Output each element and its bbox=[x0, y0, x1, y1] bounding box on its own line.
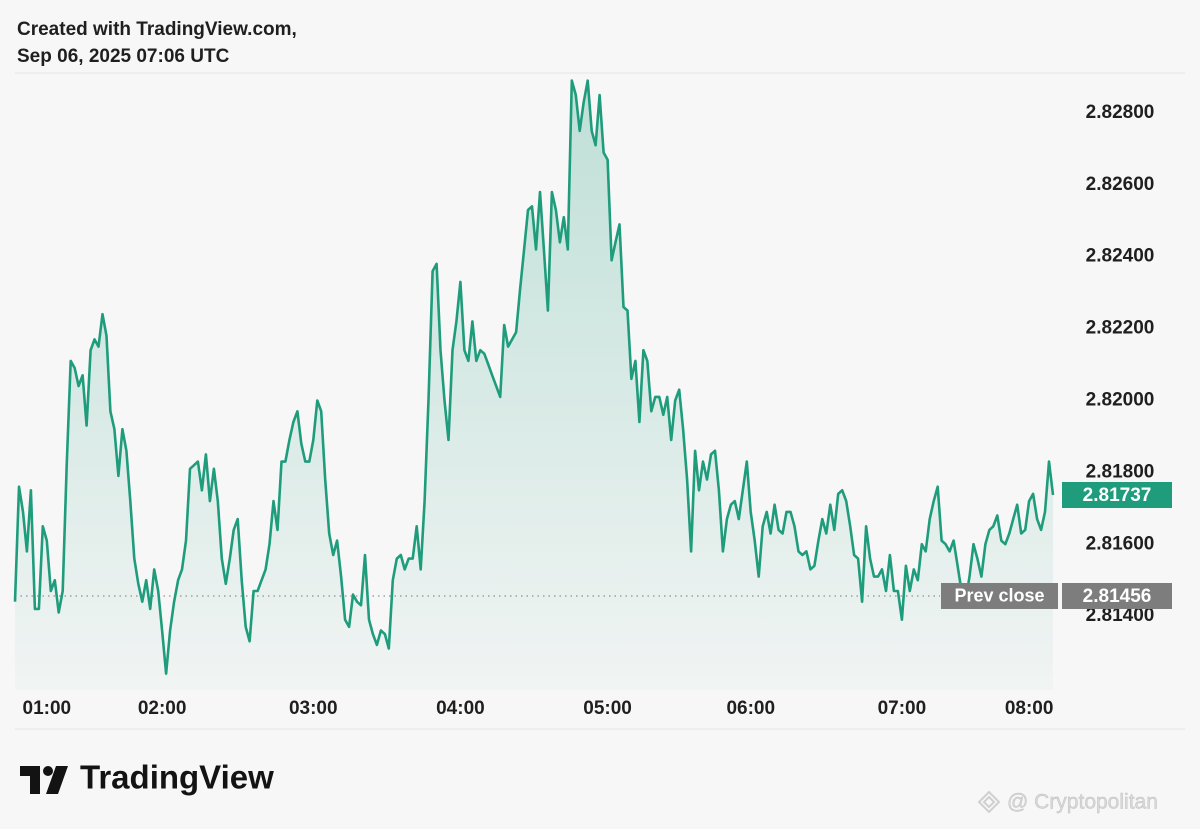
price-line bbox=[13, 79, 1055, 675]
brand: TradingView bbox=[80, 759, 274, 796]
x-tick-label: 03:00 bbox=[289, 698, 338, 719]
y-tick-label: 2.82400 bbox=[1086, 246, 1155, 267]
header-date: Sep 06, 2025 07:06 UTC bbox=[17, 46, 230, 67]
x-tick-label: 07:00 bbox=[878, 698, 927, 719]
x-tick-label: 05:00 bbox=[583, 698, 632, 719]
tradingview-logo bbox=[20, 766, 68, 794]
last-price-badge bbox=[1062, 481, 1172, 508]
y-tick-label: 2.82200 bbox=[1086, 318, 1155, 339]
prev-close-value-badge bbox=[1062, 582, 1172, 609]
watermark-icon bbox=[977, 790, 1001, 814]
x-tick-label: 06:00 bbox=[726, 698, 775, 719]
y-tick-label: 2.81400 bbox=[1086, 605, 1155, 626]
y-tick-label: 2.81600 bbox=[1086, 533, 1155, 554]
y-tick-label: 2.82600 bbox=[1086, 174, 1155, 195]
x-tick-label: 02:00 bbox=[138, 698, 187, 719]
prev-close-value: 2.81456 bbox=[1083, 586, 1152, 607]
x-tick-label: 01:00 bbox=[23, 698, 72, 719]
watermark: @ Cryptopolitan bbox=[1007, 791, 1158, 814]
area-fill bbox=[15, 80, 1053, 691]
prev-close-label: Prev close bbox=[954, 586, 1044, 606]
last-price-value: 2.81737 bbox=[1083, 485, 1152, 506]
y-tick-label: 2.82800 bbox=[1086, 102, 1155, 123]
x-tick-label: 08:00 bbox=[1005, 698, 1054, 719]
x-tick-label: 04:00 bbox=[436, 698, 485, 719]
plot: 2.81400 2.81600 2.81800 2.82000 2.82200 2.824… bbox=[13, 79, 1172, 719]
y-tick-label: 2.82000 bbox=[1086, 389, 1155, 410]
header-line: Created with TradingView.com, bbox=[17, 19, 297, 40]
prev-close-badge bbox=[941, 582, 1058, 609]
y-tick-label: 2.81800 bbox=[1086, 461, 1155, 482]
